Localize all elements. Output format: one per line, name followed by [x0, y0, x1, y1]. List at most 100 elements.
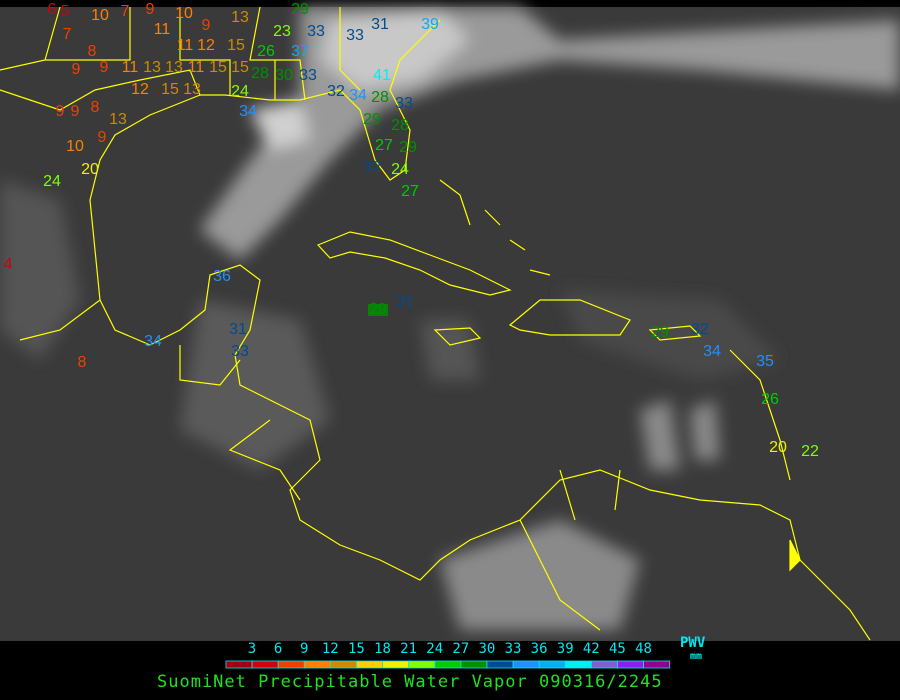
station-pwv-value: 8	[91, 99, 100, 116]
station-pwv-value: 39	[421, 16, 439, 33]
station-pwv-value: 34	[349, 87, 367, 104]
station-pwv-value: 15	[231, 59, 249, 76]
station-pwv-value: 34	[144, 333, 162, 350]
station-pwv-value: 9	[56, 103, 65, 120]
legend-swatch	[460, 660, 488, 669]
station-pwv-value: 10	[175, 5, 193, 22]
color-scale-bar	[225, 660, 671, 669]
station-pwv-value: 5	[61, 3, 70, 20]
station-pwv-value: 32	[691, 321, 709, 338]
cloud-cover	[0, 7, 900, 630]
station-pwv-value: 24	[43, 173, 61, 190]
legend-tick: 18	[374, 641, 391, 657]
station-pwv-value: 31	[229, 321, 247, 338]
station-pwv-value: 15	[227, 37, 245, 54]
legend-tick: 6	[274, 641, 282, 657]
legend-tick: 30	[478, 641, 495, 657]
station-pwv-value: 9	[72, 61, 81, 78]
station-pwv-value: 33	[307, 23, 325, 40]
station-pwv-value: 23	[273, 23, 291, 40]
station-pwv-value: 29	[363, 111, 381, 128]
station-pwv-value: 29	[651, 324, 669, 341]
station-pwv-value: 20	[769, 439, 787, 456]
legend-swatch	[512, 660, 540, 669]
legend-unit-label: PWV	[680, 635, 706, 651]
station-pwv-value: 11	[154, 21, 171, 38]
station-pwv-value: 31	[371, 16, 389, 33]
legend-tick: 9	[300, 641, 308, 657]
legend-tick: 3	[248, 641, 256, 657]
legend-unit: PWV mm	[680, 635, 706, 663]
legend-swatch	[538, 660, 566, 669]
station-pwv-value: 13	[109, 111, 127, 128]
legend-background	[0, 641, 900, 700]
legend-swatch	[434, 660, 462, 669]
station-pwv-value: 13	[165, 59, 183, 76]
legend-swatch	[643, 660, 671, 669]
legend-swatch	[617, 660, 645, 669]
station-pwv-value: 9	[100, 59, 109, 76]
station-pwv-value: 7	[63, 26, 72, 43]
station-pwv-value: 4	[4, 256, 13, 273]
legend-tick: 27	[452, 641, 469, 657]
station-pwv-value: 33	[231, 343, 249, 360]
station-pwv-value: 29	[291, 1, 309, 18]
station-pwv-value: 9	[146, 1, 155, 18]
station-pwv-value: 29	[399, 139, 417, 156]
station-pwv-value: 35	[756, 353, 774, 370]
station-pwv-value: 6	[48, 1, 57, 18]
station-pwv-value: 26	[257, 43, 275, 60]
legend-tick: 36	[531, 641, 548, 657]
station-pwv-value: 11	[188, 59, 205, 76]
station-pwv-value: 12	[131, 81, 149, 98]
station-pwv-value: 9	[202, 17, 211, 34]
legend-swatch	[591, 660, 618, 669]
legend-swatch	[382, 660, 410, 669]
legend-swatch	[486, 660, 514, 669]
legend-tick: 12	[322, 641, 339, 657]
station-pwv-value: 9	[71, 103, 80, 120]
legend-tick: 39	[557, 641, 574, 657]
legend-tick: 33	[505, 641, 522, 657]
station-pwv-value: 10	[66, 138, 84, 155]
legend-tick: 24	[426, 641, 443, 657]
station-pwv-value: 27	[375, 137, 393, 154]
station-pwv-value: 26	[761, 391, 779, 408]
station-pwv-value: 11	[177, 37, 194, 54]
station-pwv-value: 10	[91, 7, 109, 24]
station-pwv-value: 28	[251, 65, 269, 82]
legend-tick: 42	[583, 641, 600, 657]
station-pwv-value: 20	[81, 161, 99, 178]
station-pwv-value: 34	[239, 103, 257, 120]
station-pwv-value: 28	[391, 117, 409, 134]
station-pwv-value: 8	[88, 43, 97, 60]
station-pwv-value: 33	[299, 67, 317, 84]
station-pwv-value: 15	[161, 81, 179, 98]
legend-swatch	[303, 660, 331, 669]
legend-swatch	[329, 660, 357, 669]
station-pwv-value: 27	[401, 183, 419, 200]
station-pwv-value: 12	[197, 37, 215, 54]
station-marker	[368, 304, 388, 316]
station-pwv-value: 24	[231, 83, 249, 100]
station-pwv-value: 9	[98, 129, 107, 146]
station-pwv-value: 13	[183, 81, 201, 98]
legend-tick: 48	[635, 641, 652, 657]
station-pwv-value: 36	[213, 268, 231, 285]
station-pwv-value: 41	[373, 67, 391, 84]
station-pwv-value: 22	[801, 443, 819, 460]
station-pwv-value: 24	[391, 161, 409, 178]
station-pwv-value: 28	[371, 89, 389, 106]
station-pwv-value: 29	[369, 301, 387, 318]
station-pwv-value: 8	[78, 354, 87, 371]
station-pwv-value: 33	[346, 27, 364, 44]
map-title: SuomiNet Precipitable Water Vapor 090316…	[157, 672, 663, 692]
station-pwv-value: 15	[209, 59, 227, 76]
station-pwv-value: 32	[363, 159, 381, 176]
legend-swatch	[564, 660, 592, 669]
station-pwv-value: 31	[396, 293, 414, 310]
legend-swatch	[356, 660, 384, 669]
legend-swatch	[251, 660, 279, 669]
